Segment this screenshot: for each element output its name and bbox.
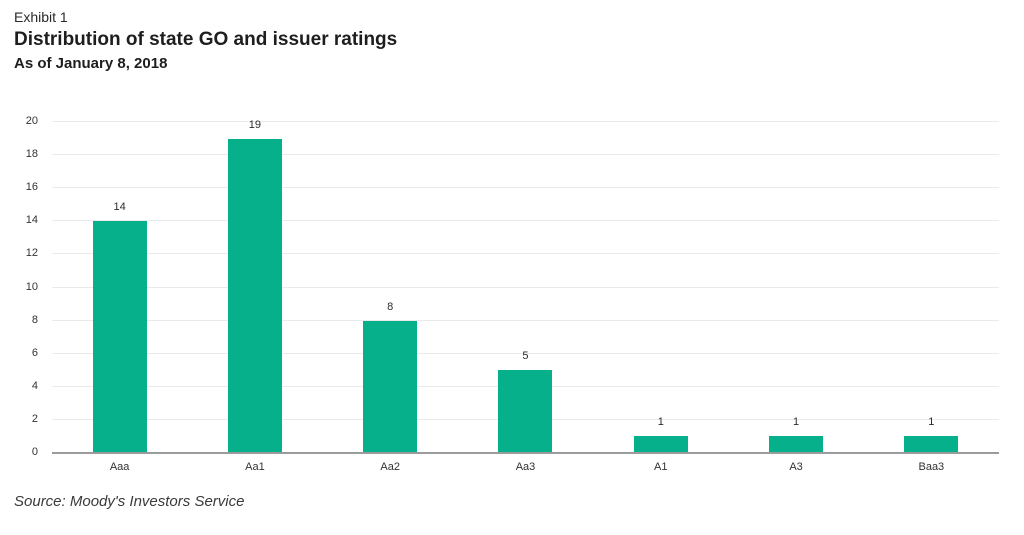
y-tick-label: 14	[25, 214, 38, 227]
x-axis-label: Aa2	[380, 461, 400, 473]
bar-slot: 8 Aa2	[323, 122, 458, 473]
x-axis-label: Aa1	[245, 461, 265, 473]
gridline	[52, 352, 999, 354]
x-axis-line	[52, 452, 999, 454]
bar-Aa2	[363, 320, 418, 453]
y-tick-label: 10	[25, 280, 38, 293]
y-tick-label: 2	[31, 412, 38, 425]
bar-Aa1	[227, 138, 282, 453]
bar-A3	[769, 436, 824, 453]
bar-slot: 1 A3	[728, 122, 863, 473]
y-tick-label: 8	[31, 313, 38, 326]
chart-title: Distribution of state GO and issuer rati…	[14, 29, 398, 50]
gridline	[52, 121, 999, 122]
y-tick-label: 4	[31, 379, 38, 392]
y-tick-label: 16	[25, 181, 38, 194]
bar-value-label: 1	[657, 416, 664, 429]
bar-value-label: 14	[113, 201, 126, 214]
gridline	[52, 286, 999, 288]
x-axis-label: Aaa	[109, 461, 130, 473]
bar-slot: 5 Aa3	[458, 122, 593, 473]
x-axis-label: Baa3	[918, 461, 945, 473]
exhibit-label: Exhibit 1	[14, 9, 68, 25]
bar-Aaa	[92, 221, 147, 453]
x-axis-label: A1	[654, 461, 668, 473]
bar-value-label: 5	[522, 350, 529, 363]
x-axis-label: Aa3	[515, 461, 536, 473]
y-tick-label: 20	[25, 115, 38, 127]
bar-slot: 1 Baa3	[864, 122, 999, 473]
bar-Aa3	[498, 370, 553, 453]
bar-slot: 14 Aaa	[52, 122, 187, 473]
bar-Baa3	[904, 436, 959, 453]
bar-value-label: 8	[387, 300, 394, 313]
bar-A1	[633, 436, 688, 453]
y-tick-label: 12	[25, 247, 38, 260]
y-tick-label: 6	[31, 346, 38, 359]
chart-header: Exhibit 1 Distribution of state GO and i…	[14, 7, 397, 74]
bar-slot: 1 A1	[593, 122, 728, 473]
bar-value-label: 1	[928, 416, 935, 429]
bar-chart-plot-area: 0 2 4 6 8 10 12 14 16 18 20 14 Aaa 19 Aa1 8 Aa2 5 Aa3 1 A1 1 A…	[26, 115, 999, 473]
bar-value-label: 1	[793, 416, 800, 429]
bar-slot: 19 Aa1	[187, 118, 322, 473]
gridline	[52, 154, 999, 156]
gridline	[52, 253, 999, 255]
y-tick-label: 0	[31, 446, 38, 458]
gridline	[52, 187, 999, 189]
x-axis-label: A3	[789, 461, 803, 473]
source-note: Source: Moody's Investors Service	[14, 493, 245, 510]
gridline	[52, 220, 999, 222]
bar-value-label: 19	[248, 118, 262, 131]
gridline	[52, 319, 999, 321]
y-tick-label: 18	[25, 148, 38, 161]
chart-subtitle: As of January 8, 2018	[14, 55, 168, 72]
